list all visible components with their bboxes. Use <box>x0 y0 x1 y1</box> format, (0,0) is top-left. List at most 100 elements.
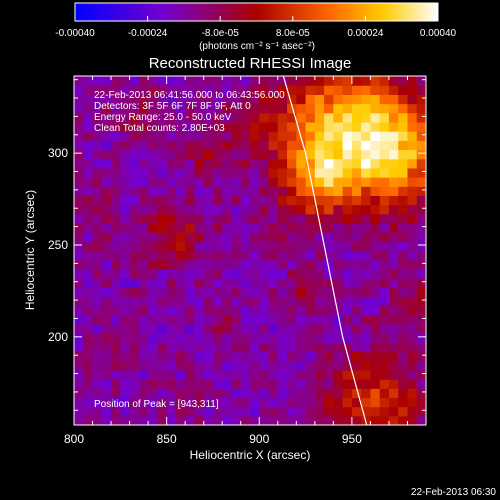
heatmap-cell <box>212 388 223 399</box>
heatmap-cell <box>277 305 288 316</box>
heatmap-cell <box>324 333 334 343</box>
heatmap-cell <box>222 103 233 114</box>
heatmap-cell <box>370 333 381 343</box>
heatmap-cell <box>287 186 297 196</box>
heatmap-cell <box>314 158 325 169</box>
heatmap-cell <box>324 112 334 123</box>
heatmap-cell <box>120 397 131 408</box>
heatmap-cell <box>305 167 316 178</box>
heatmap-cell <box>138 149 149 160</box>
heatmap-cell <box>388 232 399 242</box>
heatmap-cell <box>407 76 418 86</box>
heatmap-cell <box>314 305 325 316</box>
heatmap-cell <box>361 278 372 288</box>
heatmap-cell <box>324 76 334 86</box>
heatmap-cell <box>259 296 270 307</box>
heatmap-cell <box>185 305 196 316</box>
heatmap-cell <box>101 296 112 307</box>
heatmap-cell <box>212 278 223 288</box>
heatmap-cell <box>148 112 158 123</box>
heatmap-cell <box>416 250 426 261</box>
heatmap-cell <box>379 186 390 196</box>
heatmap-cell <box>333 177 344 187</box>
heatmap-cell <box>333 103 344 114</box>
heatmap-cell <box>120 204 131 215</box>
heatmap-cell <box>305 158 316 169</box>
heatmap-cell <box>111 406 121 417</box>
heatmap-cell <box>166 268 177 279</box>
heatmap-cell <box>333 305 344 316</box>
heatmap-cell <box>92 287 103 298</box>
heatmap-cell <box>361 140 372 151</box>
heatmap-cell <box>305 103 316 114</box>
heatmap-cell <box>74 241 84 252</box>
heatmap-cell <box>342 305 353 316</box>
heatmap-cell <box>194 76 205 86</box>
heatmap-cell <box>250 149 260 160</box>
heatmap-cell <box>398 222 409 233</box>
heatmap-cell <box>166 186 177 196</box>
heatmap-cell <box>74 85 84 95</box>
heatmap-cell <box>194 85 205 95</box>
heatmap-cell <box>157 131 168 141</box>
heatmap-cell <box>212 158 223 169</box>
heatmap-cell <box>268 296 279 307</box>
heatmap-cell <box>166 369 177 380</box>
heatmap-cell <box>314 397 325 408</box>
heatmap-cell <box>268 369 279 380</box>
heatmap-cell <box>166 222 177 233</box>
heatmap-cell <box>351 140 362 151</box>
heatmap-cell <box>333 158 344 169</box>
heatmap-cell <box>250 204 260 215</box>
heatmap-cell <box>166 397 177 408</box>
heatmap-cell <box>74 360 84 371</box>
heatmap-cell <box>148 94 158 105</box>
heatmap-cell <box>212 406 223 417</box>
heatmap-cell <box>194 195 205 206</box>
heatmap-cell <box>259 131 270 141</box>
heatmap-cell <box>250 268 260 279</box>
heatmap-cell <box>240 314 251 325</box>
heatmap-cell <box>398 131 409 141</box>
heatmap-cell <box>314 167 325 178</box>
heatmap-cell <box>268 287 279 298</box>
heatmap-cell <box>129 333 140 343</box>
heatmap-cell <box>342 85 353 95</box>
heatmap-cell <box>212 131 223 141</box>
heatmap-cell <box>111 369 121 380</box>
annotation-clean-counts: Clean Total counts: 2.80E+03 <box>94 123 225 134</box>
heatmap-cell <box>351 351 362 362</box>
heatmap-cell <box>296 195 307 206</box>
heatmap-cell <box>148 121 158 132</box>
heatmap-cell <box>324 177 334 187</box>
heatmap-cell <box>101 204 112 215</box>
heatmap-cell <box>175 278 186 288</box>
heatmap-cell <box>194 241 205 252</box>
heatmap-cell <box>268 406 279 417</box>
heatmap-cell <box>138 268 149 279</box>
heatmap-cell <box>111 296 121 307</box>
heatmap-cell <box>203 250 214 261</box>
heatmap-cell <box>240 241 251 252</box>
heatmap-cell <box>259 314 270 325</box>
heatmap-cell <box>351 278 362 288</box>
heatmap-cell <box>324 369 334 380</box>
heatmap-cell <box>361 360 372 371</box>
heatmap-cell <box>388 121 399 132</box>
heatmap-cell <box>166 232 177 242</box>
heatmap-cell <box>111 333 121 343</box>
heatmap-cell <box>361 397 372 408</box>
heatmap-cell <box>120 177 131 187</box>
heatmap-cell <box>111 415 121 425</box>
heatmap-cell <box>240 222 251 233</box>
heatmap-cell <box>268 314 279 325</box>
heatmap-cell <box>203 140 214 151</box>
heatmap-cell <box>388 287 399 298</box>
heatmap-cell <box>240 94 251 105</box>
heatmap-cell <box>138 76 149 86</box>
heatmap-cell <box>416 177 426 187</box>
heatmap-cell <box>388 323 399 334</box>
heatmap-cell <box>111 167 121 178</box>
heatmap-cell <box>296 158 307 169</box>
heatmap-cell <box>333 131 344 141</box>
